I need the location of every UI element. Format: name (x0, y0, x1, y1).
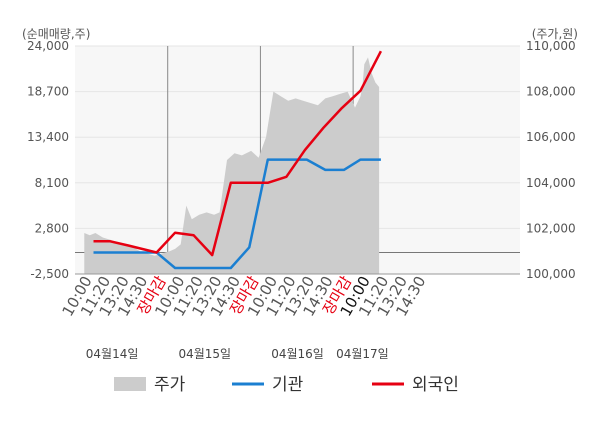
left-unit-label: (순매매량,주) (22, 27, 90, 41)
foreign-line (93, 50, 383, 257)
right-tick-label: 106,000 (526, 130, 576, 144)
right-unit-label: (주가,원) (532, 27, 578, 41)
institution-line (93, 158, 381, 270)
series-lines (93, 50, 383, 270)
legend-label: 외국인 (412, 375, 459, 395)
right-tick-label: 110,000 (526, 39, 576, 53)
right-tick-label: 102,000 (526, 221, 576, 235)
legend-label: 주가 (154, 375, 186, 395)
price-area-fill (84, 57, 380, 275)
right-tick-label: 104,000 (526, 176, 576, 190)
right-tick-label: 100,000 (526, 267, 576, 281)
left-tick-label: 13,400 (27, 130, 69, 144)
date-label: 04월17일 (336, 347, 389, 361)
left-tick-label: 18,700 (27, 85, 69, 99)
axes: 24,000 18,700 13,400 8,100 2,800 -2,500 110,00… (22, 27, 578, 361)
legend: 주가 기관 외국인 (114, 375, 459, 395)
legend-swatch-price (114, 377, 146, 391)
left-tick-label: -2,500 (30, 267, 69, 281)
left-tick-label: 2,800 (35, 221, 69, 235)
date-label: 04월16일 (271, 347, 324, 361)
left-tick-label: 8,100 (35, 176, 69, 190)
right-tick-label: 108,000 (526, 85, 576, 99)
date-label: 04월15일 (178, 347, 231, 361)
left-tick-label: 24,000 (27, 39, 69, 53)
price-area (84, 57, 380, 275)
date-label: 04월14일 (86, 347, 139, 361)
legend-label: 기관 (272, 375, 303, 395)
